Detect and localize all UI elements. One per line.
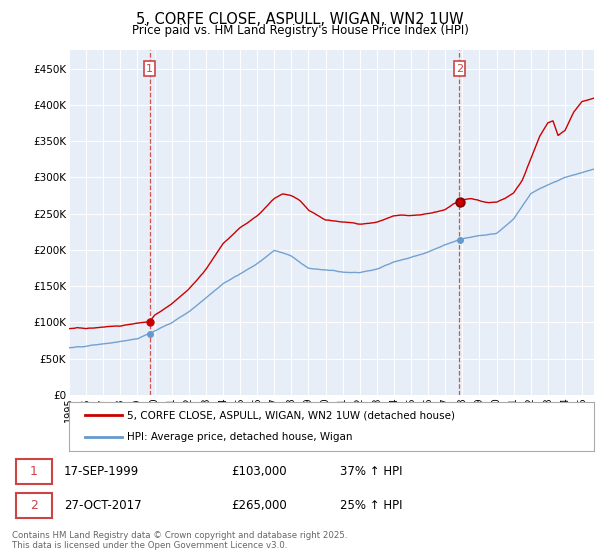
- Text: 27-OCT-2017: 27-OCT-2017: [64, 500, 142, 512]
- Text: 1: 1: [30, 465, 38, 478]
- Text: 2: 2: [30, 500, 38, 512]
- Text: 1: 1: [146, 63, 153, 73]
- Text: 2: 2: [456, 63, 463, 73]
- Text: 17-SEP-1999: 17-SEP-1999: [64, 465, 139, 478]
- Text: 5, CORFE CLOSE, ASPULL, WIGAN, WN2 1UW: 5, CORFE CLOSE, ASPULL, WIGAN, WN2 1UW: [136, 12, 464, 27]
- Text: Contains HM Land Registry data © Crown copyright and database right 2025.
This d: Contains HM Land Registry data © Crown c…: [12, 531, 347, 550]
- Text: 5, CORFE CLOSE, ASPULL, WIGAN, WN2 1UW (detached house): 5, CORFE CLOSE, ASPULL, WIGAN, WN2 1UW (…: [127, 410, 455, 421]
- FancyBboxPatch shape: [16, 493, 52, 519]
- Text: 25% ↑ HPI: 25% ↑ HPI: [340, 500, 403, 512]
- Text: HPI: Average price, detached house, Wigan: HPI: Average price, detached house, Wiga…: [127, 432, 352, 442]
- FancyBboxPatch shape: [16, 459, 52, 484]
- Text: £265,000: £265,000: [231, 500, 287, 512]
- Text: £103,000: £103,000: [231, 465, 287, 478]
- Text: 37% ↑ HPI: 37% ↑ HPI: [340, 465, 403, 478]
- Text: Price paid vs. HM Land Registry's House Price Index (HPI): Price paid vs. HM Land Registry's House …: [131, 24, 469, 36]
